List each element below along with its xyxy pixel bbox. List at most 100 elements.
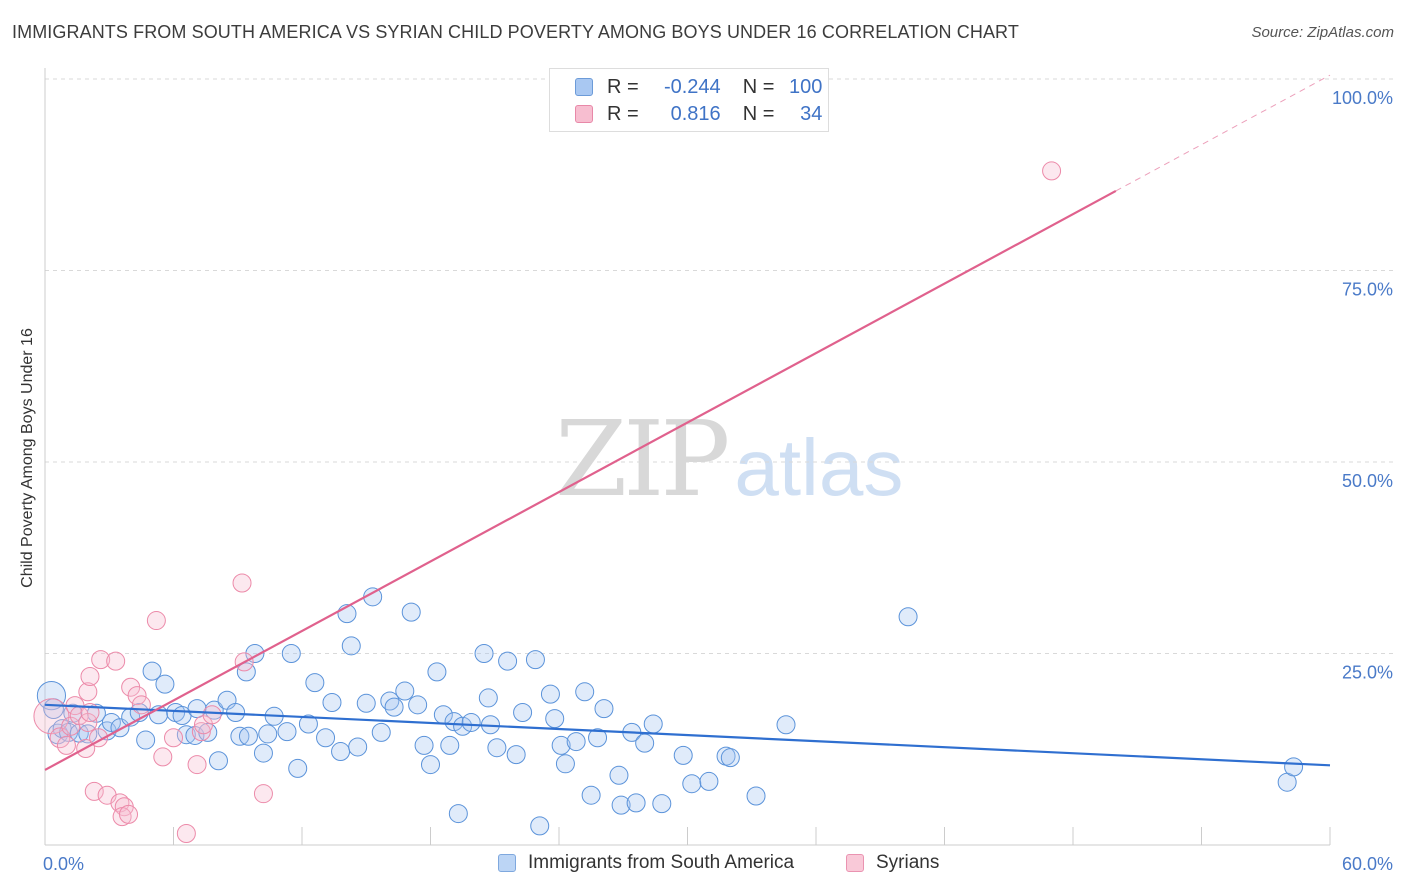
- syrian-point: [84, 781, 104, 801]
- legend-label: Syrians: [876, 852, 940, 873]
- syrian-point: [91, 650, 111, 670]
- south-america-point: [408, 695, 428, 715]
- syrian-trend-line: [44, 189, 1117, 771]
- n-label: N =: [742, 102, 775, 125]
- south-america-point: [720, 748, 740, 768]
- south-america-point: [643, 714, 663, 734]
- south-america-point: [498, 651, 518, 671]
- series-legend: Immigrants from South America Syrians: [0, 852, 1406, 878]
- syrian-point: [146, 611, 166, 631]
- legend-swatch-blue: [498, 854, 516, 872]
- syrian-point: [131, 695, 151, 715]
- south-america-point: [36, 681, 67, 711]
- south-america-point: [414, 735, 434, 755]
- south-america-point: [461, 712, 481, 732]
- south-america-point: [448, 804, 468, 824]
- south-america-point: [341, 636, 361, 656]
- r-label: R =: [607, 75, 639, 98]
- south-america-point: [581, 785, 601, 805]
- south-america-point: [348, 737, 368, 757]
- x-tick-label: 60.0%: [1342, 854, 1393, 874]
- watermark: ZIP atlas: [555, 398, 903, 520]
- south-america-point: [298, 714, 318, 734]
- legend-swatch-pink: [846, 854, 864, 872]
- south-america-point: [371, 722, 391, 742]
- syrian-trend-extension: [1115, 74, 1331, 192]
- south-america-point: [474, 644, 494, 663]
- south-america-point: [253, 743, 273, 763]
- south-america-point: [746, 786, 766, 806]
- south-america-point: [673, 745, 693, 765]
- south-america-point: [78, 724, 98, 744]
- south-america-point: [776, 715, 796, 735]
- syrian-point: [80, 666, 100, 686]
- south-america-point: [1284, 757, 1304, 777]
- syrian-point: [202, 705, 222, 725]
- watermark-zip: ZIP: [555, 398, 730, 520]
- syrian-point: [56, 735, 76, 755]
- south-america-point: [444, 712, 464, 732]
- r-value: 0.816: [670, 102, 721, 125]
- chart-title: IMMIGRANTS FROM SOUTH AMERICA VS SYRIAN …: [12, 22, 1019, 42]
- y-tick-label: 75.0%: [1342, 280, 1393, 300]
- syrian-point: [127, 686, 147, 706]
- south-america-point: [305, 673, 325, 693]
- r-label: R =: [607, 102, 639, 125]
- legend-row-south-america: R = -0.244 N = 100: [550, 74, 822, 100]
- south-america-point: [258, 724, 278, 744]
- syrian-point: [187, 755, 207, 775]
- south-america-point: [551, 735, 571, 755]
- south-america-point: [555, 754, 575, 774]
- south-america-point: [588, 728, 608, 748]
- south-america-point: [898, 607, 918, 627]
- south-america-point: [440, 735, 460, 755]
- south-america-point: [155, 674, 175, 694]
- syrian-point: [78, 682, 98, 702]
- south-america-point: [208, 751, 228, 771]
- legend-label: Immigrants from South America: [528, 852, 795, 873]
- legend-item-south-america: Immigrants from South America: [498, 852, 794, 874]
- south-america-point: [421, 755, 440, 775]
- south-america-point: [281, 644, 301, 663]
- legend-item-syrians: Syrians: [846, 852, 939, 874]
- n-label: N =: [742, 75, 775, 98]
- y-tick-label: 25.0%: [1342, 663, 1393, 683]
- south-america-point: [525, 650, 545, 670]
- south-america-point: [611, 795, 631, 815]
- syrian-point: [1042, 161, 1062, 181]
- south-america-point: [322, 693, 342, 713]
- n-value: 34: [800, 102, 823, 125]
- watermark-atlas: atlas: [734, 423, 904, 512]
- syrian-point: [106, 651, 126, 671]
- south-america-point: [682, 774, 702, 794]
- south-america-point: [401, 602, 421, 622]
- south-america-point: [540, 684, 560, 704]
- syrian-point: [153, 747, 173, 767]
- south-america-point: [142, 661, 162, 681]
- legend-swatch-blue: [575, 78, 593, 96]
- south-america-point: [545, 709, 565, 729]
- south-america-point: [331, 742, 351, 762]
- syrian-point: [176, 824, 196, 844]
- y-tick-label: 50.0%: [1342, 471, 1393, 491]
- south-america-point: [530, 816, 550, 836]
- south-america-point: [699, 771, 719, 791]
- south-america-point: [506, 745, 526, 765]
- south-america-point: [427, 662, 447, 682]
- south-america-point: [487, 738, 507, 758]
- y-tick-label: 100.0%: [1332, 88, 1393, 108]
- legend-swatch-pink: [575, 105, 593, 123]
- south-america-point: [395, 681, 415, 701]
- south-america-point: [635, 733, 655, 753]
- syrian-point: [232, 573, 252, 593]
- syrian-point: [253, 784, 273, 804]
- south-america-point: [316, 728, 336, 748]
- syrian-point: [191, 722, 211, 742]
- legend-row-syrians: R = 0.816 N = 34: [550, 101, 822, 127]
- south-america-point: [136, 730, 156, 750]
- south-america-point: [356, 693, 376, 713]
- south-america-point: [594, 699, 614, 719]
- south-america-trend-line: [44, 703, 1331, 767]
- south-america-point: [478, 688, 498, 708]
- syrian-point: [164, 728, 183, 748]
